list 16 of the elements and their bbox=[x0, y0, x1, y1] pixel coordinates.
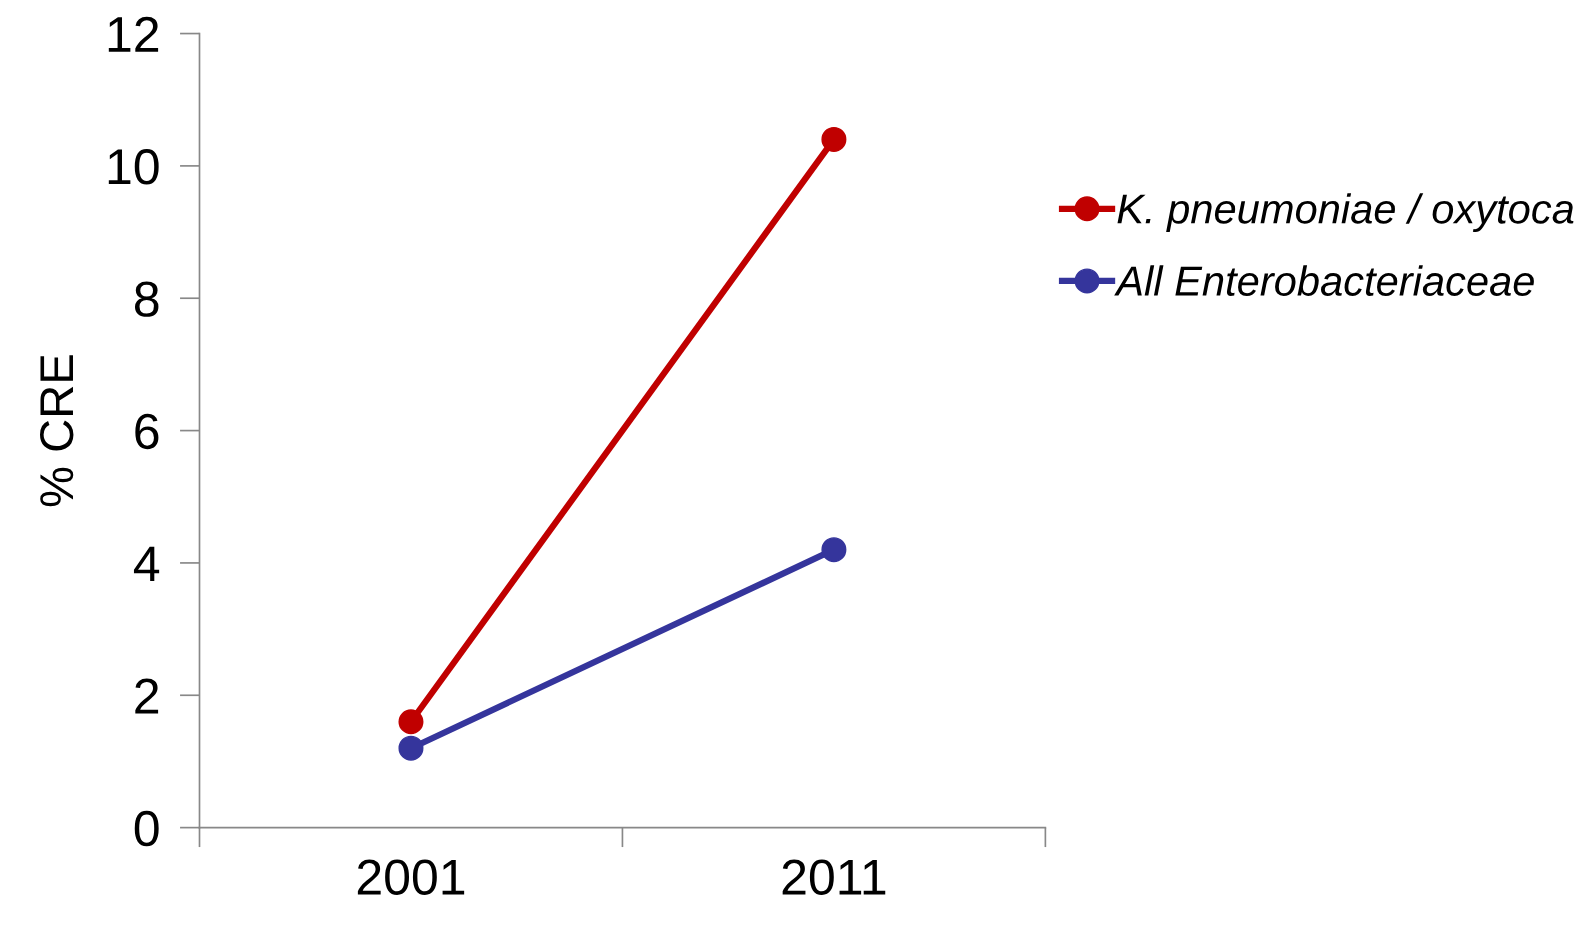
y-tick-label: 8 bbox=[134, 281, 159, 317]
y-tick-label: 2 bbox=[135, 678, 159, 714]
point bbox=[821, 126, 847, 152]
point bbox=[398, 735, 424, 761]
x-tick-label: 2001 bbox=[357, 859, 465, 895]
y-tick-label: 0 bbox=[134, 810, 159, 847]
legend-label: K. pneumoniae / oxytoca bbox=[1117, 193, 1574, 232]
y-tick-label: 10 bbox=[108, 149, 159, 185]
y-tick-label: 4 bbox=[133, 546, 160, 582]
point bbox=[398, 709, 424, 735]
point bbox=[821, 537, 847, 563]
legend-label: All Enterobacteriaceae bbox=[1114, 265, 1534, 296]
y-tick-label: 6 bbox=[135, 413, 159, 450]
y-tick-label: 12 bbox=[108, 16, 159, 52]
x-tick-label: 2011 bbox=[782, 859, 886, 895]
y-axis-title: % CRE bbox=[40, 355, 74, 507]
